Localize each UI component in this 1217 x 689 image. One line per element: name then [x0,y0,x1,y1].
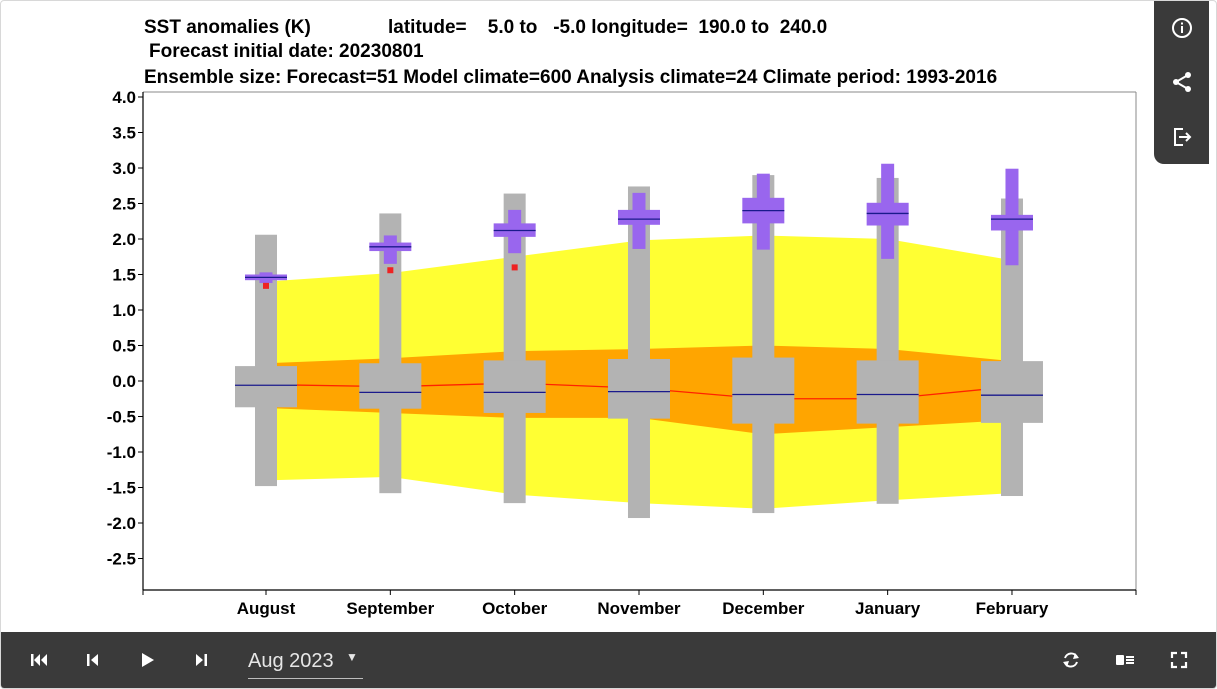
export-button[interactable] [1162,117,1202,157]
play-button[interactable] [133,646,161,674]
y-tick-label: -1.0 [107,443,136,462]
model-climate-whisker [752,175,775,514]
model-climate-box [483,360,546,413]
chart-title-line2: Forecast initial date: 20230801 [149,41,424,62]
skip-first-icon [31,654,47,666]
forecast-box [990,214,1033,231]
fullscreen-button[interactable] [1165,646,1193,674]
step-forward-icon [196,654,207,666]
x-tick-label: February [976,599,1049,618]
loop-icon [1063,652,1079,668]
previous-frame-button[interactable] [79,646,107,674]
model-climate-box [359,363,422,409]
y-tick-label: -2.0 [107,514,136,533]
x-tick-label: August [237,599,296,618]
y-tick-label: 2.5 [112,195,136,214]
share-icon [1172,72,1191,93]
x-tick-label: October [482,599,548,618]
info-icon [1171,18,1192,39]
legend-toggle-button[interactable] [1111,646,1139,674]
date-select[interactable]: Aug 2023 ▼ [248,642,363,679]
model-climate-whisker [255,234,277,487]
model-climate-whisker [503,193,526,504]
chart-title-line1b: latitude= 5.0 to -5.0 longitude= 190.0 t… [388,17,827,38]
y-tick-label: 4.0 [112,88,136,107]
date-select-value: Aug 2023 [248,650,334,672]
export-icon [1173,127,1191,146]
chevron-down-icon: ▼ [346,650,358,664]
y-tick-label: 0.5 [112,337,136,356]
legend-toggle-icon [1116,655,1134,665]
model-climate-box [980,361,1043,423]
x-tick-label: December [722,599,805,618]
model-climate-box [732,357,795,424]
axes: 4.0 3.5 3.0 2.5 2.0 1.5 1.0 0.5 0.0 -0.5 -1.0 -1.5 -… [107,88,1137,618]
y-tick-label: 1.5 [112,266,136,285]
x-tick-label: November [597,599,681,618]
plot-area [235,163,1043,519]
analysis-marker [511,264,518,271]
next-frame-button[interactable] [187,646,215,674]
analysis-marker [263,282,269,289]
model-climate-box [856,360,919,424]
model-climate-whisker [379,213,402,494]
x-tick-label: January [855,599,921,618]
loop-button[interactable] [1057,646,1085,674]
model-climate-box [235,366,297,408]
chart-title-line3: Ensemble size: Forecast=51 Model climate… [144,67,997,88]
chart-title-line1a: SST anomalies (K) [144,17,311,38]
y-tick-label: -1.5 [107,479,136,498]
model-climate-box [607,358,670,419]
y-tick-label: 3.5 [112,124,136,143]
playback-toolbar: Aug 2023 ▼ [1,632,1216,688]
y-tick-label: 2.0 [112,230,136,249]
y-tick-label: -2.5 [107,550,136,569]
info-button[interactable] [1162,8,1202,48]
x-tick-label: September [346,599,434,618]
y-tick-label: -0.5 [107,408,136,427]
share-button[interactable] [1162,62,1202,102]
side-panel [1154,1,1209,164]
sst-chart: SST anomalies (K) latitude= 5.0 to -5.0 … [107,17,1137,618]
play-icon [142,653,154,667]
step-back-icon [87,654,98,666]
model-climate-whisker [627,186,650,519]
forecast-box [617,209,660,225]
y-tick-label: 0.0 [112,372,136,391]
first-frame-button[interactable] [25,646,53,674]
y-tick-label: 1.0 [112,301,136,320]
fullscreen-icon [1170,651,1188,669]
forecast-box [866,202,909,226]
y-tick-label: 3.0 [112,159,136,178]
analysis-marker [387,267,394,274]
